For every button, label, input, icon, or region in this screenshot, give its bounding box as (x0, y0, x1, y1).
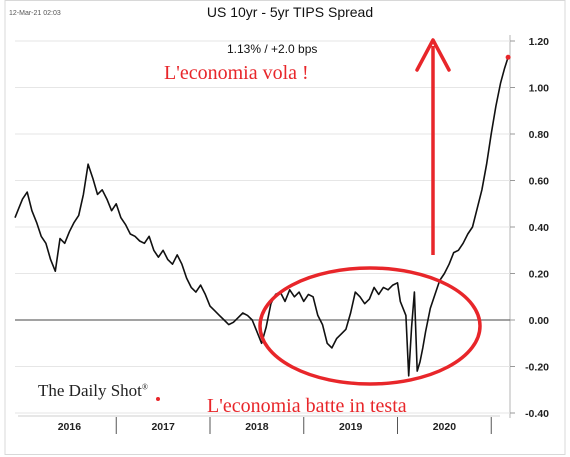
y-gridlines (15, 40, 510, 414)
brand-logo-mark: ® (141, 382, 148, 392)
annotation-ellipse (258, 266, 482, 386)
x-tick-label: 2020 (433, 421, 457, 433)
y-tick-label: -0.40 (525, 408, 549, 420)
chart-subtitle: 1.13% / +2.0 bps (227, 42, 318, 56)
y-tick-label: 0.40 (529, 222, 550, 234)
y-tick-label: 0.80 (529, 129, 550, 141)
brand-logo-dot (156, 397, 160, 401)
x-tick-label: 2019 (339, 421, 363, 433)
timestamp: 12-Mar-21 02:03 (9, 10, 61, 17)
y-tick-label: 1.20 (529, 36, 550, 48)
x-axis: 2016 2017 2018 2019 2020 (18, 415, 500, 434)
brand-logo: The Daily Shot® (38, 381, 148, 401)
annotation-bottom: L'economia batte in testa (207, 395, 407, 417)
last-value-marker (505, 54, 511, 60)
brand-logo-text: The Daily Shot (38, 381, 142, 400)
y-tick-label: 0.60 (529, 176, 550, 188)
x-tick-label: 2017 (151, 421, 175, 433)
y-tick-labels: 1.20 1.00 0.80 0.60 0.40 0.20 0.00 -0.20 -0.40 (510, 36, 549, 420)
y-tick-label: 0.00 (529, 315, 550, 327)
x-tick-label: 2016 (58, 421, 82, 433)
annotation-top: L'economia vola ! (164, 62, 309, 84)
y-tick-label: 1.00 (529, 83, 550, 95)
chart-title: US 10yr - 5yr TIPS Spread (206, 4, 374, 20)
y-tick-label: -0.20 (525, 362, 549, 374)
x-tick-label: 2018 (245, 421, 269, 433)
outer-border (4, 0, 566, 455)
annotation-arrow-head (415, 38, 451, 72)
y-tick-label: 0.20 (529, 269, 550, 281)
series-line (14, 57, 509, 377)
